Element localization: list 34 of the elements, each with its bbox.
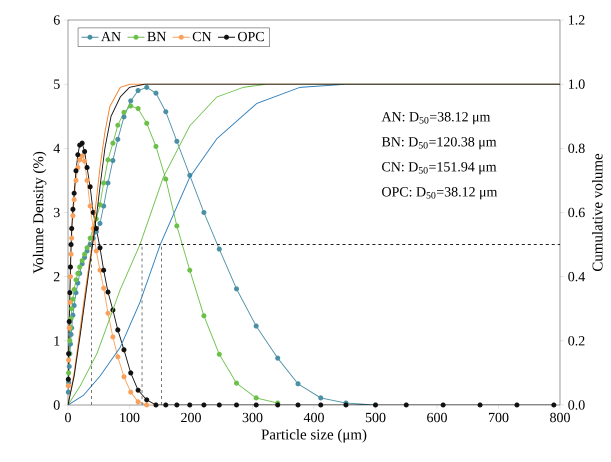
annotation: BN: D$_{50}$=120.38 μm bbox=[382, 137, 496, 150]
x-tick-label: 700 bbox=[488, 412, 508, 422]
legend-label: CN bbox=[192, 32, 212, 42]
annotation: OPC: D$_{50}$=38.12 μm bbox=[382, 187, 498, 200]
legend-label: AN bbox=[101, 32, 121, 42]
legend-label: BN bbox=[147, 32, 166, 42]
y-tick-label: 4 bbox=[54, 144, 60, 153]
y-tick-label: 0 bbox=[54, 400, 60, 410]
annotation: CN: D$_{50}$=151.94 μm bbox=[382, 162, 496, 174]
legend-label: OPC bbox=[238, 32, 264, 42]
x-tick-label: 400 bbox=[304, 412, 324, 422]
y2-tick-label: 0.2 bbox=[568, 336, 584, 346]
y2-tick-label: 1.0 bbox=[568, 79, 585, 89]
x-tick-label: 300 bbox=[242, 412, 262, 422]
y-tick-label: 3 bbox=[54, 208, 60, 218]
y-axis-title: Volume Density (%) bbox=[32, 152, 46, 274]
x-tick-label: 200 bbox=[181, 412, 201, 422]
x-tick-label: 800 bbox=[550, 412, 570, 422]
y2-tick-label: 0.0 bbox=[568, 400, 585, 410]
x-tick-label: 0 bbox=[65, 412, 71, 422]
y-tick-label: 2 bbox=[54, 272, 60, 282]
y2-tick-label: 0.4 bbox=[568, 272, 585, 282]
x-axis-title: Particle size (μm) bbox=[261, 429, 366, 443]
x-tick-label: 100 bbox=[120, 412, 140, 422]
y-tick-label: 6 bbox=[54, 15, 60, 25]
y-tick-label: 1 bbox=[54, 336, 60, 346]
y2-tick-label: 0.6 bbox=[568, 208, 585, 218]
y-tick-label: 5 bbox=[54, 80, 60, 89]
x-tick-label: 600 bbox=[427, 412, 447, 422]
x-tick-label: 500 bbox=[366, 412, 386, 422]
y2-tick-label: 0.8 bbox=[568, 144, 585, 154]
y2-axis-title: Cumulative volume bbox=[592, 154, 603, 272]
annotation: AN: D$_{50}$=38.12 μm bbox=[382, 112, 490, 124]
y2-tick-label: 1.2 bbox=[568, 15, 584, 25]
